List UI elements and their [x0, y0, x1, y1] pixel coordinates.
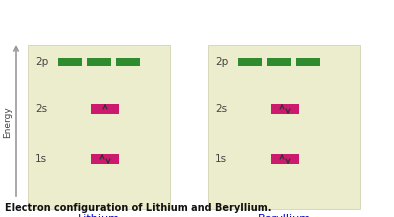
Text: Energy: Energy [4, 106, 13, 138]
Text: 2p: 2p [35, 57, 48, 67]
Text: 1s: 1s [215, 154, 227, 164]
Bar [238, 58, 262, 66]
Text: Electron configuration of Lithium and Beryllium.: Electron configuration of Lithium and Be… [5, 203, 271, 213]
Bar [271, 104, 299, 114]
Text: Lithium: Lithium [78, 214, 120, 217]
Bar [208, 45, 360, 209]
Bar [267, 58, 291, 66]
Bar [271, 154, 299, 164]
Bar [296, 58, 320, 66]
Text: 2s: 2s [215, 104, 227, 114]
Bar [87, 58, 111, 66]
Bar [28, 45, 170, 209]
Bar [91, 154, 119, 164]
Text: 2p: 2p [215, 57, 228, 67]
Text: 2s: 2s [35, 104, 47, 114]
Bar [116, 58, 140, 66]
Bar [58, 58, 82, 66]
Text: Beryllium: Beryllium [257, 214, 310, 217]
Text: 1s: 1s [35, 154, 47, 164]
Bar [91, 104, 119, 114]
